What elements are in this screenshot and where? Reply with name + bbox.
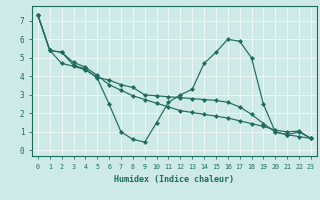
X-axis label: Humidex (Indice chaleur): Humidex (Indice chaleur) xyxy=(115,175,234,184)
